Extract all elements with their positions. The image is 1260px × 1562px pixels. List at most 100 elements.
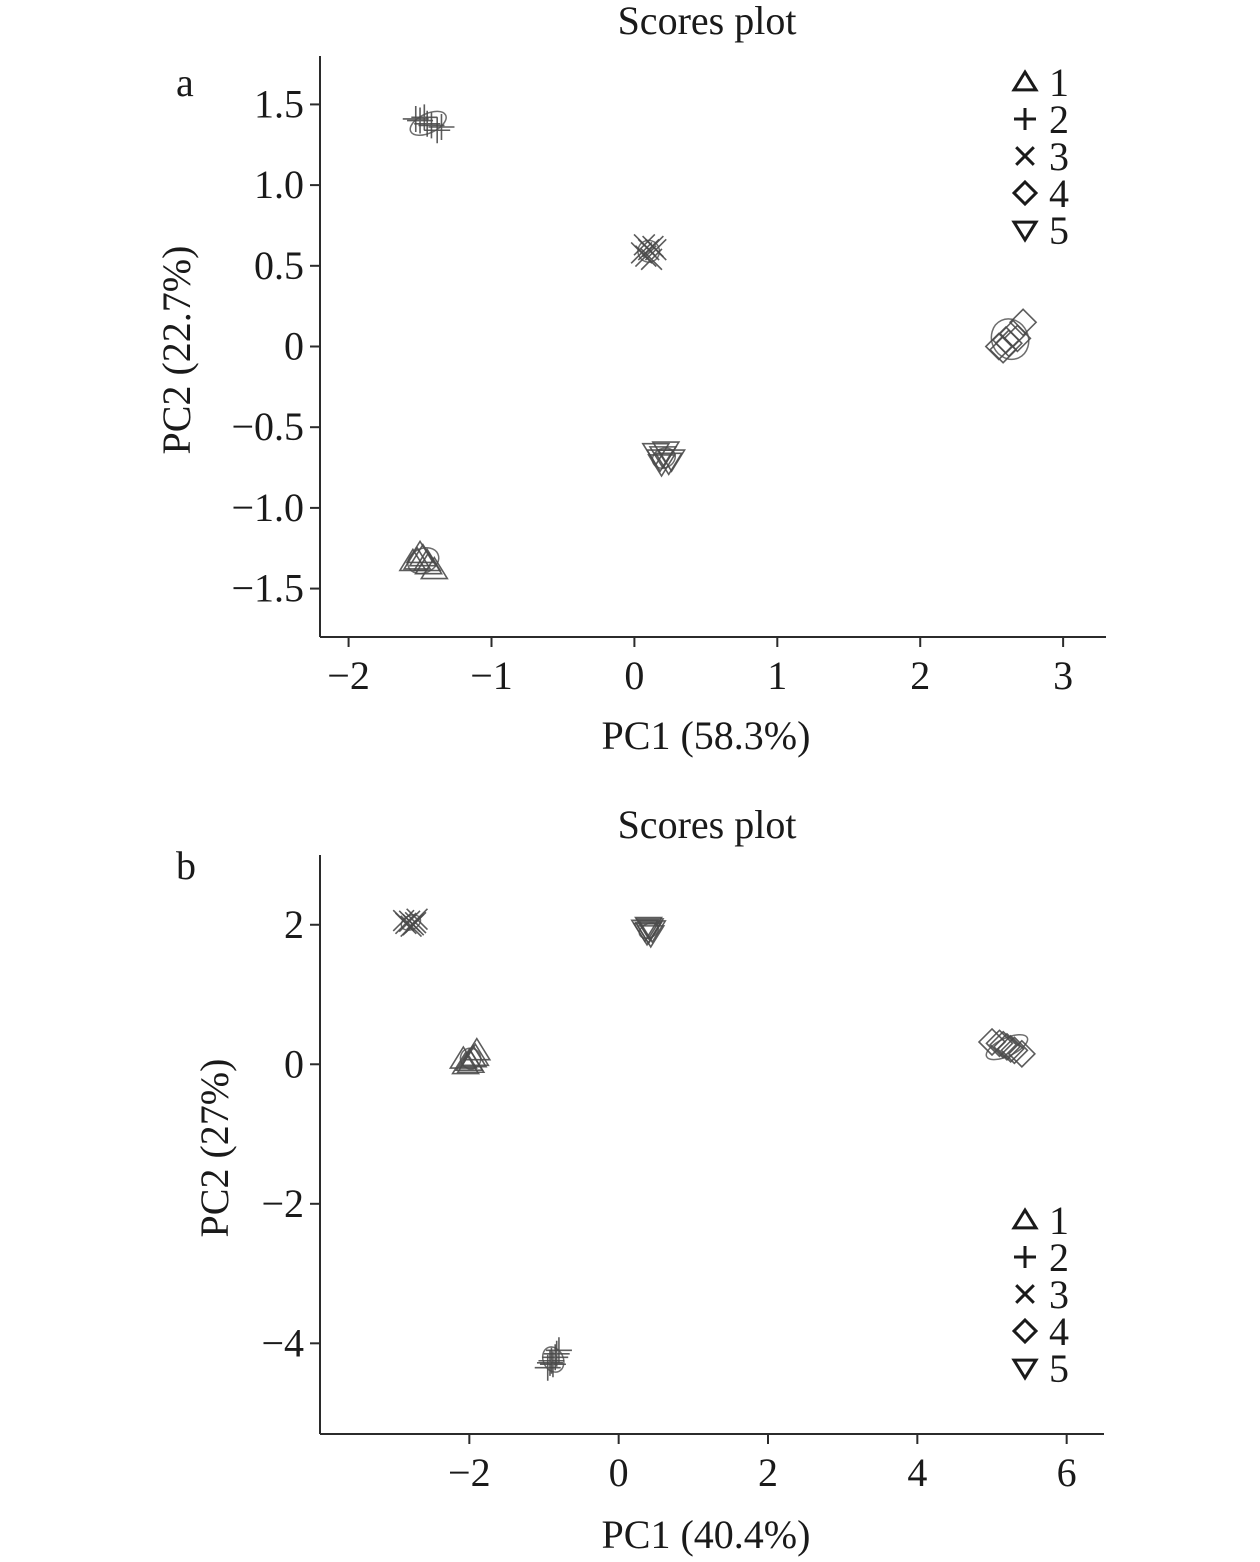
x-tick-label: −2 [327, 653, 370, 698]
data-point [448, 1045, 478, 1069]
legend-item: 3 [1015, 1272, 1069, 1317]
data-point [534, 1354, 561, 1381]
data-point [1000, 1036, 1029, 1065]
panel-b-title: Scores plot [618, 802, 797, 847]
legend-item: 4 [1011, 171, 1069, 216]
legend-marker [1011, 69, 1039, 92]
legend-marker [1011, 179, 1039, 207]
data-point [538, 1347, 565, 1374]
y-tick-label: 0.5 [254, 243, 304, 288]
panel-a-title: Scores plot [618, 0, 797, 43]
x-tick-label: 3 [1053, 653, 1073, 698]
data-point [647, 454, 676, 478]
y-tick-label: −1.5 [231, 566, 304, 611]
x-tick-label: −1 [470, 653, 513, 698]
data-point [991, 325, 1021, 355]
data-point [398, 547, 428, 572]
legend-item: 4 [1011, 1309, 1069, 1354]
legend-item: 1 [1011, 60, 1069, 105]
legend-label: 1 [1049, 60, 1069, 105]
x-tick-label: 0 [609, 1450, 629, 1495]
data-point [977, 1027, 1007, 1057]
data-point [636, 925, 666, 949]
legend-marker [1015, 1284, 1035, 1304]
panel-a-axes: −2 −1 0 1 2 31.51.00.50−0.5−1.0−1.5 [231, 56, 1106, 698]
legend-item: 5 [1011, 1346, 1069, 1391]
data-point [644, 238, 667, 261]
panel-b-x-axis-title: PC1 (40.4%) [602, 1512, 811, 1557]
data-point [424, 117, 451, 144]
panel-a-data [398, 104, 1038, 580]
legend-item: 1 [1011, 1198, 1069, 1243]
y-tick-label: 0 [284, 1041, 304, 1086]
series-5 [641, 441, 686, 478]
series-4 [984, 308, 1038, 364]
legend-marker [1011, 1207, 1039, 1230]
series-1 [398, 539, 449, 580]
data-point [460, 1042, 490, 1067]
panel-a-label: a [176, 60, 194, 105]
panel-a-y-axis-title: PC2 (22.7%) [154, 246, 199, 455]
data-point [992, 1032, 1022, 1061]
data-point [984, 332, 1013, 361]
x-tick-label: 0 [624, 653, 644, 698]
legend-item: 5 [1011, 208, 1069, 253]
legend-marker [1015, 146, 1035, 166]
data-point [1008, 308, 1038, 337]
y-tick-label: −0.5 [231, 404, 304, 449]
x-tick-label: 6 [1057, 1450, 1077, 1495]
y-tick-label: 1.5 [254, 81, 304, 126]
legend-label: 3 [1049, 134, 1069, 179]
panel-b-label: b [176, 843, 196, 888]
panel-a: Scores plot a −2 −1 0 1 2 31.51.00.50−0.5−1.0… [154, 0, 1106, 758]
data-point [428, 114, 455, 141]
series-1 [448, 1037, 492, 1075]
panel-b-y-axis-title: PC2 (27%) [192, 1059, 237, 1238]
series-3 [392, 908, 429, 938]
data-point [402, 546, 432, 570]
legend-marker [1011, 220, 1039, 243]
legend-label: 1 [1049, 1198, 1069, 1243]
panel-b-axes: −2 0 2 4 6 2 0 −2 −4 [261, 855, 1104, 1495]
legend-item: 3 [1015, 134, 1069, 179]
y-tick-label: −2 [261, 1181, 304, 1226]
legend-label: 2 [1049, 97, 1069, 142]
series-2 [402, 104, 455, 144]
legend-label: 5 [1049, 1346, 1069, 1391]
legend-marker [1014, 1246, 1036, 1268]
data-point [407, 107, 434, 134]
data-point [630, 919, 660, 943]
legend-item: 2 [1014, 97, 1069, 142]
data-point [1007, 1039, 1036, 1068]
x-tick-label: 2 [910, 653, 930, 698]
legend-label: 4 [1049, 171, 1069, 216]
y-tick-label: −1.0 [231, 485, 304, 530]
x-tick-label: 4 [907, 1450, 927, 1495]
panel-a-x-axis-title: PC1 (58.3%) [602, 713, 811, 758]
series-4 [977, 1027, 1036, 1068]
data-point [630, 241, 653, 264]
data-point [634, 916, 663, 941]
legend-marker [1011, 1317, 1039, 1345]
data-point [419, 555, 449, 580]
data-point [414, 110, 441, 137]
y-tick-label: 0 [284, 324, 304, 369]
data-point [633, 233, 656, 256]
x-tick-label: 2 [758, 1450, 778, 1495]
panel-b-data [392, 908, 1036, 1381]
series-2 [534, 1337, 572, 1381]
data-point [411, 104, 438, 131]
legend-item: 2 [1014, 1235, 1069, 1280]
series-3 [630, 233, 667, 271]
legend-marker [1014, 108, 1036, 130]
data-point [657, 449, 686, 473]
legend-label: 4 [1049, 1309, 1069, 1354]
y-tick-label: 2 [284, 902, 304, 947]
x-tick-label: −2 [448, 1450, 491, 1495]
legend-label: 5 [1049, 208, 1069, 253]
series-5 [630, 916, 667, 949]
legend-marker [1011, 1358, 1039, 1381]
